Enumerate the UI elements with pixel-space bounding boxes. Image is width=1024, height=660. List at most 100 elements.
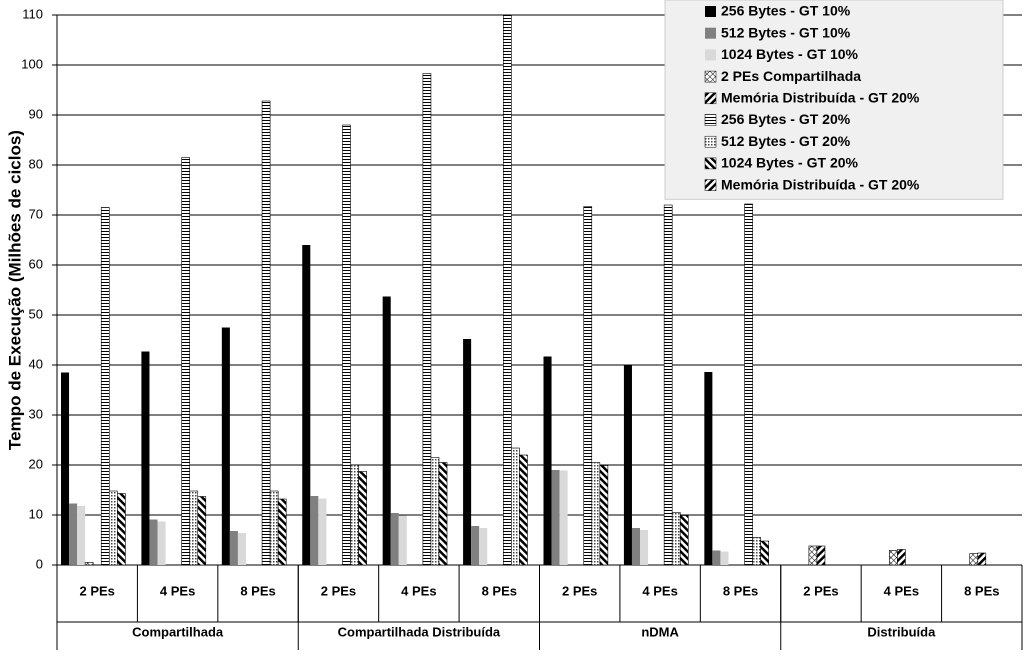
legend-label: 2 PEs Compartilhada — [721, 68, 861, 84]
x-tick-label: 2 PEs — [321, 583, 356, 598]
bar — [181, 157, 190, 566]
legend-swatch — [705, 49, 716, 61]
y-tick-label: 0 — [36, 556, 43, 571]
bar — [463, 339, 472, 565]
legend-label: 512 Bytes - GT 10% — [721, 24, 851, 40]
bar — [591, 462, 601, 566]
bar — [302, 245, 311, 565]
bar — [229, 531, 238, 565]
bar — [808, 545, 818, 566]
bar — [977, 552, 987, 566]
bar — [342, 124, 351, 566]
bar — [141, 351, 150, 565]
bar — [519, 454, 528, 566]
bar — [679, 515, 689, 566]
bar — [599, 465, 609, 566]
bar — [350, 464, 359, 566]
bar — [583, 206, 593, 566]
y-tick-label: 30 — [29, 406, 43, 421]
x-tick-label: 4 PEs — [642, 583, 677, 598]
bar — [671, 512, 681, 566]
bar — [430, 457, 440, 566]
bar — [358, 471, 367, 566]
bar — [720, 551, 729, 565]
legend-swatch — [704, 157, 717, 170]
bar — [744, 203, 753, 566]
y-tick-label: 80 — [29, 156, 43, 171]
x-tick-label: 8 PEs — [240, 583, 275, 598]
bar — [623, 364, 632, 565]
x-tick-label: 8 PEs — [723, 583, 758, 598]
bar — [663, 204, 673, 566]
bar — [889, 550, 898, 566]
bar — [760, 540, 770, 566]
x-tick-label: 2 PEs — [803, 583, 838, 598]
group-label: Compartilhada Distribuída — [338, 624, 501, 639]
legend-label: 256 Bytes - GT 20% — [721, 111, 851, 127]
bar — [631, 528, 641, 565]
bar — [503, 14, 512, 566]
bar — [640, 530, 649, 565]
bar — [816, 545, 826, 566]
bar — [277, 498, 287, 566]
bar — [559, 470, 568, 565]
bar — [382, 296, 391, 565]
bar — [69, 503, 78, 565]
legend-swatch — [704, 92, 717, 105]
x-tick-label: 4 PEs — [884, 583, 919, 598]
x-tick-label: 2 PEs — [79, 583, 114, 598]
bar — [157, 521, 166, 565]
bar — [197, 496, 207, 566]
bar — [712, 550, 721, 565]
legend-swatch — [704, 179, 717, 191]
bar — [261, 100, 271, 566]
legend-swatch — [705, 6, 716, 17]
bar — [471, 526, 480, 565]
y-tick-label: 110 — [22, 6, 43, 21]
bar — [479, 528, 488, 565]
y-tick-label: 100 — [21, 56, 43, 71]
y-tick-label: 60 — [29, 256, 43, 271]
bar — [969, 553, 979, 566]
bar — [237, 533, 246, 565]
bar — [704, 372, 713, 565]
x-tick-label: 8 PEs — [482, 583, 517, 598]
legend-label: 1024 Bytes - GT 10% — [721, 46, 859, 62]
bar — [84, 562, 94, 566]
legend-label: 512 Bytes - GT 20% — [721, 133, 851, 149]
legend-label: Memória Distribuída - GT 20% — [721, 176, 920, 192]
y-tick-label: 50 — [29, 306, 43, 321]
bar — [390, 513, 399, 565]
bar — [551, 470, 560, 565]
bar — [422, 73, 432, 566]
legend-swatch — [704, 114, 717, 126]
bar — [543, 356, 552, 565]
y-tick-label: 90 — [29, 106, 43, 121]
x-tick-label: 4 PEs — [160, 583, 195, 598]
legend-label: 256 Bytes - GT 10% — [721, 3, 851, 19]
bar — [318, 498, 327, 565]
legend-label: 1024 Bytes - GT 20% — [721, 155, 859, 171]
bar — [752, 537, 761, 566]
y-tick-label: 20 — [29, 456, 43, 471]
y-tick-label: 40 — [29, 356, 43, 371]
bar — [310, 496, 319, 565]
y-tick-label: 70 — [29, 206, 43, 221]
x-tick-label: 4 PEs — [401, 583, 436, 598]
bar — [100, 207, 110, 566]
bar — [61, 372, 70, 565]
legend-box — [664, 0, 1004, 200]
legend-swatch — [704, 135, 717, 148]
x-tick-label: 2 PEs — [562, 583, 597, 598]
bar — [108, 490, 118, 566]
bar — [511, 447, 520, 566]
bar — [149, 519, 158, 565]
bar — [117, 493, 126, 566]
group-label: nDMA — [641, 624, 679, 639]
legend-label: Memória Distribuída - GT 20% — [721, 90, 920, 106]
group-label: Compartilhada — [132, 624, 224, 639]
bar — [438, 462, 448, 566]
bar — [77, 506, 86, 565]
y-tick-label: 10 — [29, 506, 43, 521]
